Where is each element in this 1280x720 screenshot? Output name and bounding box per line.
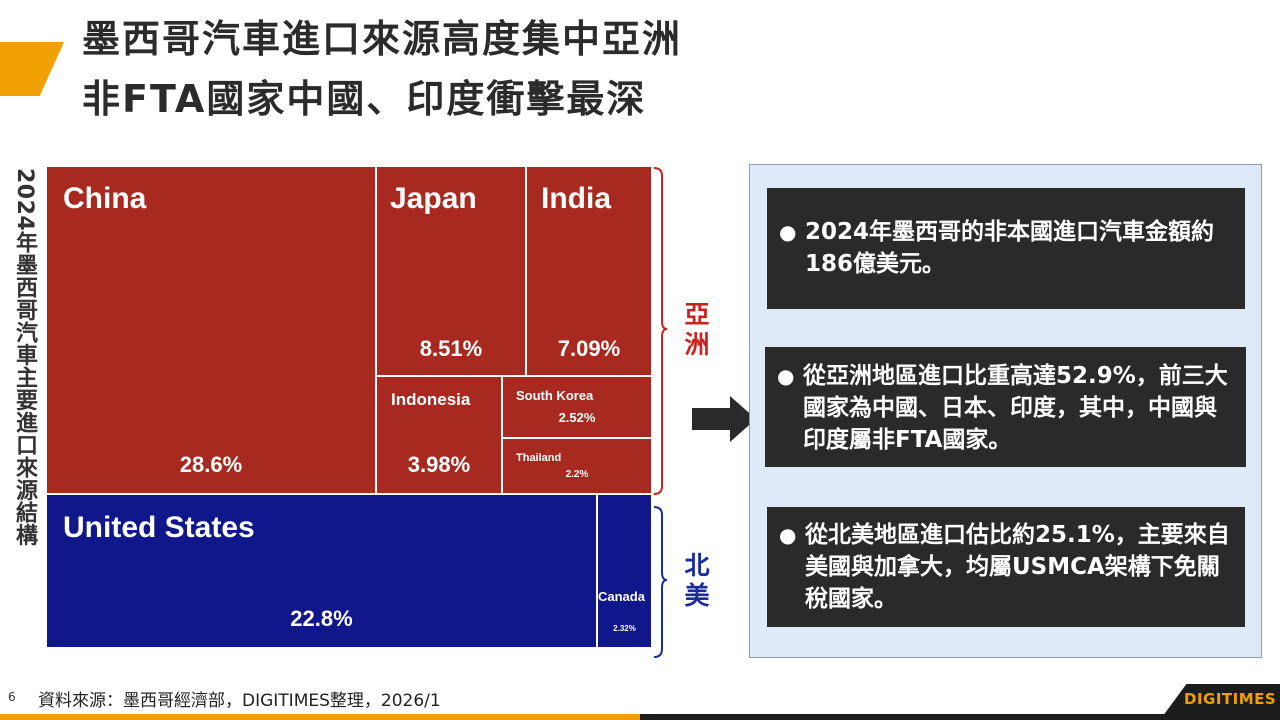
page-number: 6 bbox=[8, 690, 16, 704]
treemap-tile-indonesia bbox=[377, 377, 501, 493]
treemap-value-south-korea: 2.52% bbox=[559, 410, 596, 425]
note-text-3: 從北美地區進口估比約25.1%，主要來自美國與加拿大，均屬USMCA架構下免關稅… bbox=[805, 522, 1230, 612]
treemap-value-united-states: 22.8% bbox=[290, 606, 352, 631]
treemap-label-thailand: Thailand bbox=[516, 452, 561, 464]
bullet-icon: ● bbox=[779, 220, 797, 244]
treemap-value-japan: 8.51% bbox=[420, 336, 482, 361]
note-box-2: ● 從亞洲地區進口比重高達52.9%，前三大國家為中國、日本、印度，其中，中國與… bbox=[765, 347, 1246, 467]
bullet-icon: ● bbox=[779, 523, 797, 547]
notes-panel: ● 2024年墨西哥的非本國進口汽車金額約186億美元。 ● 從亞洲地區進口比重… bbox=[749, 164, 1262, 658]
asia-bracket bbox=[653, 167, 668, 495]
north-america-bracket bbox=[653, 506, 668, 658]
digitimes-logo: DIGITIMES bbox=[1184, 690, 1277, 708]
treemap-value-india: 7.09% bbox=[558, 336, 620, 361]
treemap-label-south-korea: South Korea bbox=[516, 388, 594, 403]
page-title-line-1: 墨西哥汽車進口來源高度集中亞洲 bbox=[82, 17, 683, 61]
source-note: 資料來源：墨西哥經濟部，DIGITIMES整理，2026/1 bbox=[38, 691, 441, 711]
treemap-tile-thailand bbox=[503, 439, 651, 493]
treemap-tile-japan bbox=[377, 167, 525, 375]
treemap-tile-canada bbox=[598, 495, 651, 647]
treemap-label-japan: Japan bbox=[390, 182, 477, 215]
chart-side-title: 2024年墨西哥汽車主要進口來源結構 bbox=[12, 168, 37, 547]
treemap-tile-south-korea bbox=[503, 377, 651, 437]
bullet-icon: ● bbox=[777, 364, 795, 388]
region-label-north-america-text: 北美 bbox=[684, 551, 710, 610]
treemap-value-canada: 2.32% bbox=[613, 624, 636, 633]
page-title-line-2: 非FTA國家中國、印度衝擊最深 bbox=[82, 77, 647, 121]
note-text-1: 2024年墨西哥的非本國進口汽車金額約186億美元。 bbox=[805, 219, 1215, 277]
note-box-1: ● 2024年墨西哥的非本國進口汽車金額約186億美元。 bbox=[767, 188, 1245, 309]
treemap-label-china: China bbox=[63, 182, 147, 215]
treemap-tile-china bbox=[47, 167, 375, 493]
treemap-label-canada: Canada bbox=[598, 589, 646, 604]
region-label-asia-text: 亞洲 bbox=[684, 300, 710, 359]
region-label-asia: 亞洲 bbox=[682, 300, 712, 360]
treemap-value-china: 28.6% bbox=[180, 452, 242, 477]
treemap-chart: China 28.6% Japan 8.51% India 7.09% Indonesia 3… bbox=[47, 167, 651, 647]
treemap-value-indonesia: 3.98% bbox=[408, 452, 470, 477]
treemap-tile-united-states bbox=[47, 495, 596, 647]
note-text-2: 從亞洲地區進口比重高達52.9%，前三大國家為中國、日本、印度，其中，中國與印度… bbox=[803, 363, 1228, 453]
footer-line-orange bbox=[0, 714, 640, 720]
note-box-3: ● 從北美地區進口估比約25.1%，主要來自美國與加拿大，均屬USMCA架構下免… bbox=[767, 507, 1245, 627]
right-arrow-icon bbox=[692, 396, 756, 442]
treemap-label-united-states: United States bbox=[63, 511, 255, 544]
title-accent-shape bbox=[0, 42, 64, 96]
footer-line-dark bbox=[640, 714, 1280, 720]
treemap-value-thailand: 2.2% bbox=[566, 469, 589, 480]
treemap-label-indonesia: Indonesia bbox=[391, 390, 471, 409]
treemap-label-india: India bbox=[541, 182, 611, 215]
treemap-tile-india bbox=[527, 167, 651, 375]
region-label-north-america: 北美 bbox=[682, 551, 712, 611]
